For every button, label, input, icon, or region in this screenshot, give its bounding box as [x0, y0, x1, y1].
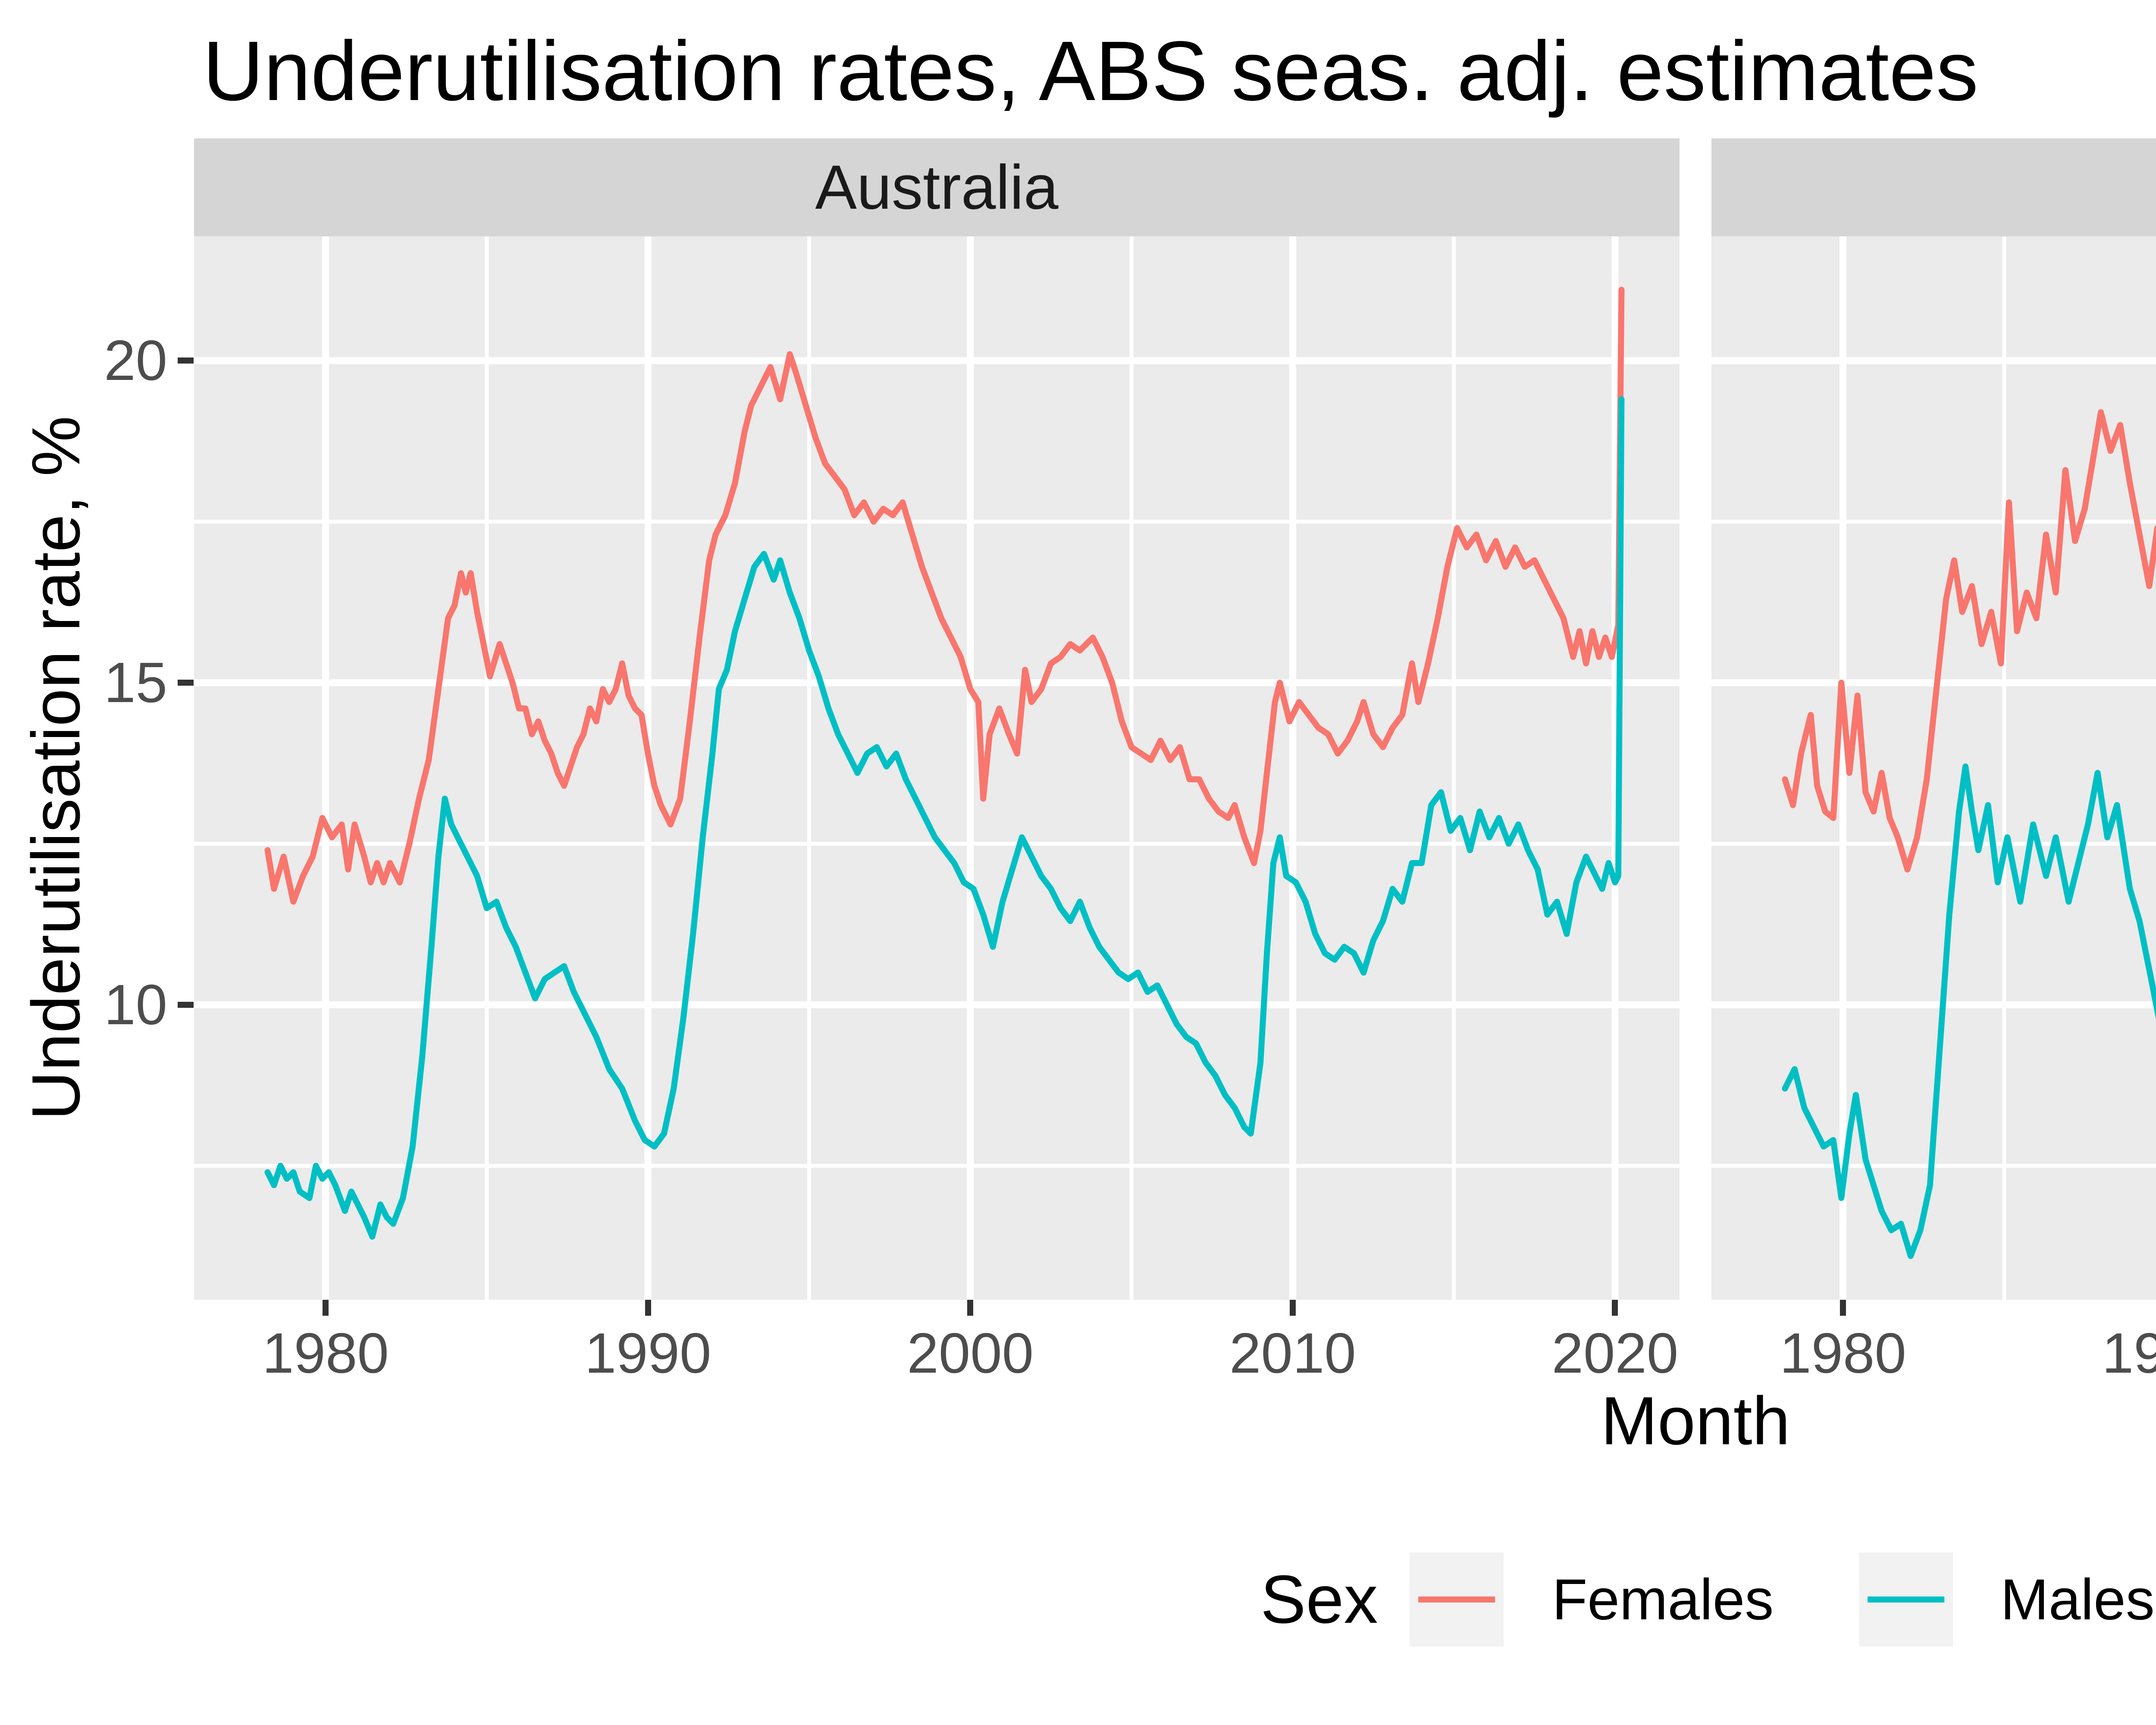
y-tick-label: 20 [104, 329, 167, 392]
panel-australia-plot [194, 236, 1680, 1300]
panel-australia [194, 236, 1680, 1300]
facet-strip-australia-label: Australia [815, 152, 1059, 222]
y-tick-label: 15 [104, 651, 167, 715]
x-tick-label: 2000 [907, 1321, 1034, 1385]
queensland-males-line [1782, 763, 2156, 1259]
panel-queensland [1711, 236, 2156, 1300]
queensland-females-line [1782, 409, 2156, 873]
panel-queensland-plot [1711, 236, 2156, 1300]
y-axis-title: Underutilisation rate, % [18, 416, 94, 1120]
y-tick-label: 10 [104, 972, 167, 1036]
x-tick-label: 1980 [262, 1321, 389, 1385]
facet-strip-australia: Australia [194, 138, 1680, 236]
australia-males-line [264, 396, 1625, 1240]
australia-females-line [264, 287, 1625, 905]
legend-title: Sex [1260, 1561, 1378, 1637]
x-tick-label: 1990 [584, 1321, 711, 1385]
legend-label-males: Males [2000, 1567, 2155, 1632]
x-tick-mark [323, 1300, 329, 1316]
x-tick-label: 1980 [1780, 1321, 1906, 1385]
y-tick-mark [178, 680, 194, 686]
chart-title: Underutilisation rates, ABS seas. adj. e… [203, 24, 1979, 118]
x-tick-mark [1612, 1300, 1618, 1316]
x-tick-label: 2020 [1551, 1321, 1679, 1385]
y-tick-mark [178, 358, 194, 364]
y-tick-mark [178, 1001, 194, 1008]
legend: Sex Females Males [1260, 1550, 2155, 1649]
x-tick-label: 1990 [2102, 1321, 2156, 1385]
legend-label-females: Females [1552, 1567, 1774, 1632]
legend-key-males [1859, 1552, 1953, 1647]
x-axis-title: Month [1601, 1383, 1790, 1459]
females-line-swatch-icon [1418, 1596, 1495, 1603]
x-tick-mark [1840, 1300, 1846, 1316]
x-tick-label: 2010 [1229, 1321, 1356, 1385]
x-tick-mark [1289, 1300, 1296, 1316]
facet-strip-queensland: Queensland [1711, 138, 2156, 236]
x-tick-mark [645, 1300, 651, 1316]
males-line-swatch-icon [1868, 1596, 1945, 1603]
legend-key-females [1410, 1552, 1504, 1647]
x-tick-mark [967, 1300, 974, 1316]
